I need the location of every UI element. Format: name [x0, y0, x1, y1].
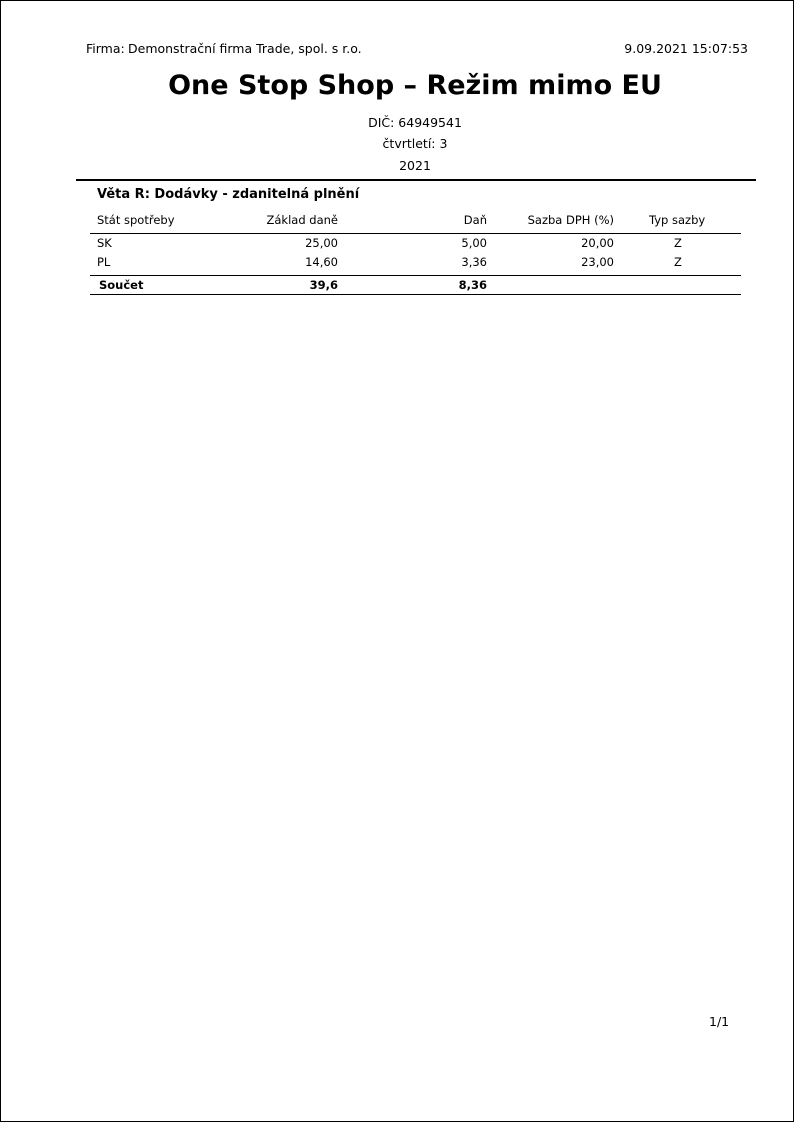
firm-label: Firma: [86, 41, 125, 56]
table-row-rate: 23,00 [581, 255, 614, 269]
col-header-country: Stát spotřeby [97, 213, 175, 227]
col-header-base: Základ daně [266, 213, 339, 227]
total-label: Součet [99, 278, 144, 292]
table-row-country: SK [97, 236, 112, 250]
table-row-country: PL [97, 255, 111, 269]
table-row-rate: 20,00 [581, 236, 614, 250]
quarter: čtvrtletí: 3 [382, 136, 448, 151]
total-base: 39,6 [309, 278, 338, 292]
table-row-rate-type: Z [674, 255, 682, 269]
table-row-base: 14,60 [305, 255, 338, 269]
col-header-rate-type: Typ sazby [649, 213, 706, 227]
col-header-tax: Daň [463, 213, 487, 227]
year: 2021 [399, 158, 431, 173]
header-divider [76, 179, 756, 181]
table-row-rate-type: Z [674, 236, 682, 250]
print-datetime: 9.09.2021 15:07:53 [624, 41, 748, 56]
total-tax: 8,36 [458, 278, 487, 292]
table-row-base: 25,00 [305, 236, 338, 250]
dic: DIČ: 64949541 [368, 115, 462, 130]
table-bottom-divider [90, 294, 741, 295]
col-header-rate: Sazba DPH (%) [527, 213, 614, 227]
firm-name: Demonstrační firma Trade, spol. s r.o. [128, 41, 362, 56]
table-header-divider [90, 233, 741, 234]
section-title: Věta R: Dodávky - zdanitelná plnění [97, 187, 360, 202]
page-number: 1/1 [709, 1014, 730, 1029]
total-divider [90, 275, 741, 276]
table-row-tax: 3,36 [461, 255, 487, 269]
table-row-tax: 5,00 [461, 236, 487, 250]
report-title: One Stop Shop – Režim mimo EU [168, 70, 662, 101]
